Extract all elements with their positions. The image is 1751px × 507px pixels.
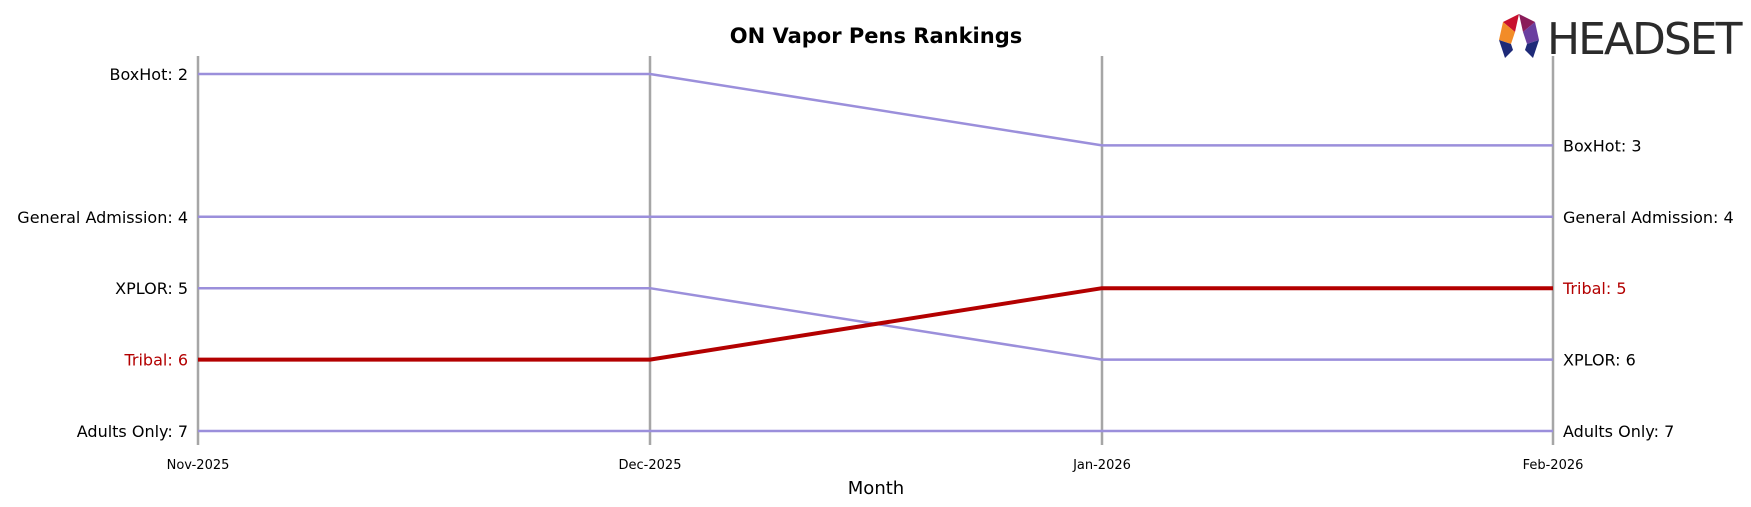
month-gridlines — [196, 56, 1555, 445]
left-label-general-admission: General Admission: 4 — [17, 208, 188, 227]
chart-title: ON Vapor Pens Rankings — [730, 24, 1022, 48]
right-label-boxhot: BoxHot: 3 — [1563, 136, 1642, 155]
logo-text: HEADSET — [1547, 14, 1743, 65]
x-axis-label: Month — [848, 478, 904, 499]
x-tick-label-0: Nov-2025 — [167, 458, 230, 473]
right-label-xplor: XPLOR: 6 — [1563, 351, 1636, 370]
x-tick-labels: Nov-2025 Dec-2025 Jan-2026 Feb-2026 — [167, 458, 1584, 473]
right-label-general-admission: General Admission: 4 — [1563, 208, 1734, 227]
left-rank-labels: BoxHot: 2 General Admission: 4 XPLOR: 5 Tri… — [17, 65, 188, 441]
right-label-tribal: Tribal: 5 — [1562, 279, 1627, 298]
left-label-boxhot: BoxHot: 2 — [110, 65, 189, 84]
left-label-xplor: XPLOR: 5 — [115, 279, 188, 298]
left-label-tribal: Tribal: 6 — [123, 351, 188, 370]
x-tick-label-1: Dec-2025 — [619, 458, 682, 473]
series-lines — [198, 72, 1553, 433]
series-line-boxhot — [198, 72, 1553, 147]
headset-logo: HEADSET — [1499, 14, 1745, 65]
logo-mark-icon — [1499, 14, 1539, 58]
x-tick-label-3: Feb-2026 — [1523, 458, 1584, 473]
x-tick-label-2: Jan-2026 — [1072, 458, 1131, 473]
right-label-adults-only: Adults Only: 7 — [1563, 422, 1674, 441]
right-rank-labels: BoxHot: 3 General Admission: 4 XPLOR: 6 Tri… — [1562, 136, 1734, 441]
series-line-tribal — [198, 286, 1553, 362]
left-label-adults-only: Adults Only: 7 — [77, 422, 188, 441]
